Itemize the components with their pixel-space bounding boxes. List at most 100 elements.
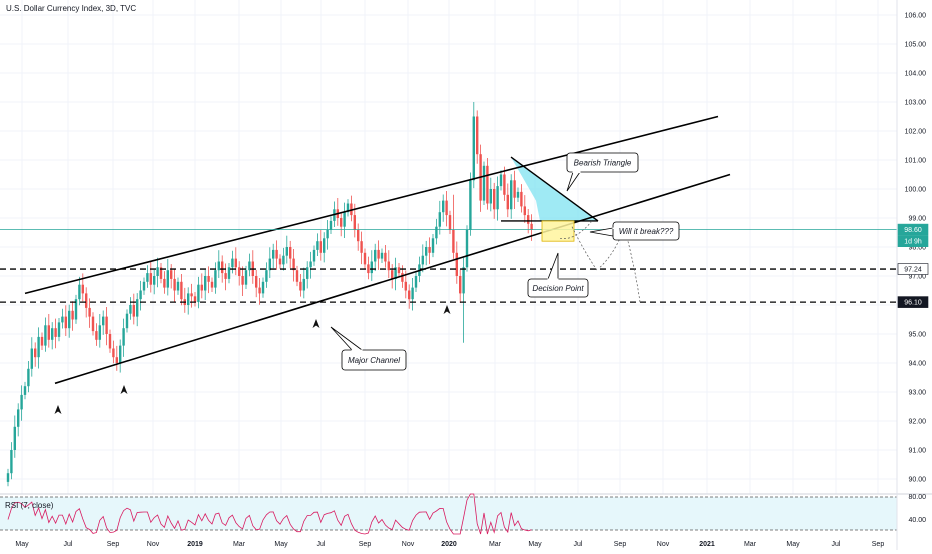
price-label-box (897, 263, 929, 275)
candle-body (37, 336, 40, 358)
candle-body (452, 229, 455, 253)
x-tick-label: May (786, 541, 800, 548)
candle-body (516, 191, 520, 198)
candle-body (10, 450, 13, 474)
candle-body (513, 180, 516, 198)
candle-body (258, 287, 261, 294)
candle-body (309, 261, 312, 268)
candle-body (323, 238, 326, 253)
y-tick-label: 100.00 (905, 187, 927, 194)
y-tick-label: 95.00 (908, 332, 926, 339)
rsi-band (0, 497, 897, 530)
rsi-tick-label: 80.00 (908, 494, 926, 501)
candle-body (119, 345, 122, 363)
candle-body (61, 316, 64, 323)
triangle-upper-line (510, 156, 599, 222)
price-label-box (897, 235, 929, 247)
price-label-text: 96.10 (904, 300, 922, 307)
y-tick-label: 99.00 (908, 216, 926, 223)
candle-body (506, 194, 509, 210)
price-label-text: 98.60 (904, 227, 922, 234)
candle-body (489, 189, 492, 204)
callout-major-channel: Major Channel (330, 326, 407, 371)
candle-body (102, 316, 105, 326)
candle-body (122, 328, 125, 346)
candle-body (503, 174, 506, 195)
x-tick-label: 2020 (441, 541, 457, 548)
y-tick-label: 101.00 (905, 158, 927, 165)
candle-body (132, 305, 135, 317)
candle-body (210, 281, 214, 288)
x-tick-label: 2021 (699, 541, 715, 548)
candle-body (431, 238, 435, 253)
candle-body (217, 261, 220, 271)
candle-body (340, 218, 343, 227)
candle-body (85, 293, 88, 308)
y-tick-label: 97.00 (908, 274, 926, 281)
y-tick-label: 94.00 (908, 361, 926, 368)
candle-body (248, 261, 251, 271)
candle-body (166, 270, 169, 288)
x-tick-label: Mar (744, 541, 757, 548)
candle-body (384, 252, 387, 262)
x-tick-label: Sep (359, 541, 372, 548)
callout-will-it-break: Will it break??? (589, 221, 680, 241)
candle-body (472, 116, 475, 181)
price-labels: 98.60 1d 9h 97.24 96.10 (897, 223, 929, 308)
x-tick-label: May (15, 541, 29, 548)
candle-body (435, 226, 438, 239)
candle-body (54, 328, 57, 337)
callout-bearish-triangle: Bearish Triangle (566, 152, 639, 192)
candle-body (278, 258, 282, 265)
callout-decision-point: Decision Point (527, 252, 589, 298)
price-label-text: 97.24 (904, 267, 922, 274)
candle-body (238, 267, 241, 276)
swing-low-marker (54, 405, 62, 414)
x-tick-label: 2019 (187, 541, 203, 548)
time-axis: May Jul Sep Nov 2019 Mar May Jul Sep Nov 2020 Mar Ma… (15, 541, 884, 548)
candle-body (193, 296, 197, 303)
candle-body (428, 247, 431, 253)
candle-body (343, 212, 346, 227)
candle-body (214, 270, 217, 288)
y-tick-label: 103.00 (905, 100, 927, 107)
candle-body (51, 328, 54, 340)
candle-body (88, 307, 91, 317)
x-tick-label: Jul (832, 541, 841, 548)
y-tick-label: 90.00 (908, 477, 926, 484)
x-tick-label: Mar (233, 541, 246, 548)
candle-body (295, 270, 299, 282)
x-tick-label: Nov (657, 541, 670, 548)
callout-major-channel-text: Major Channel (348, 356, 400, 365)
swing-markers (54, 305, 451, 414)
candle-body (163, 278, 166, 288)
candle-body (20, 394, 23, 410)
candle-body (520, 191, 523, 207)
candle-body (13, 426, 16, 450)
candle-body (421, 255, 424, 265)
candle-body (23, 386, 27, 395)
candle-body (360, 241, 363, 253)
candle-body (146, 273, 149, 282)
candle-body (40, 336, 44, 346)
x-tick-label: Mar (489, 541, 502, 548)
candle-body (30, 348, 33, 369)
candle-body (363, 252, 367, 265)
swing-low-marker (120, 385, 128, 394)
candle-body (34, 348, 37, 358)
candle-body (95, 331, 98, 340)
candle-body (438, 212, 441, 227)
candle-body (397, 267, 401, 274)
candle-body (197, 284, 200, 303)
projection-arrows (559, 220, 641, 303)
candle-body (241, 276, 244, 285)
candle-body (445, 200, 448, 216)
candle-body (459, 276, 462, 294)
rsi-axis: 80.00 40.00 (908, 494, 926, 524)
candle-body (71, 310, 74, 320)
candle-body (401, 273, 404, 282)
candle-body (299, 281, 302, 291)
x-tick-label: May (528, 541, 542, 548)
